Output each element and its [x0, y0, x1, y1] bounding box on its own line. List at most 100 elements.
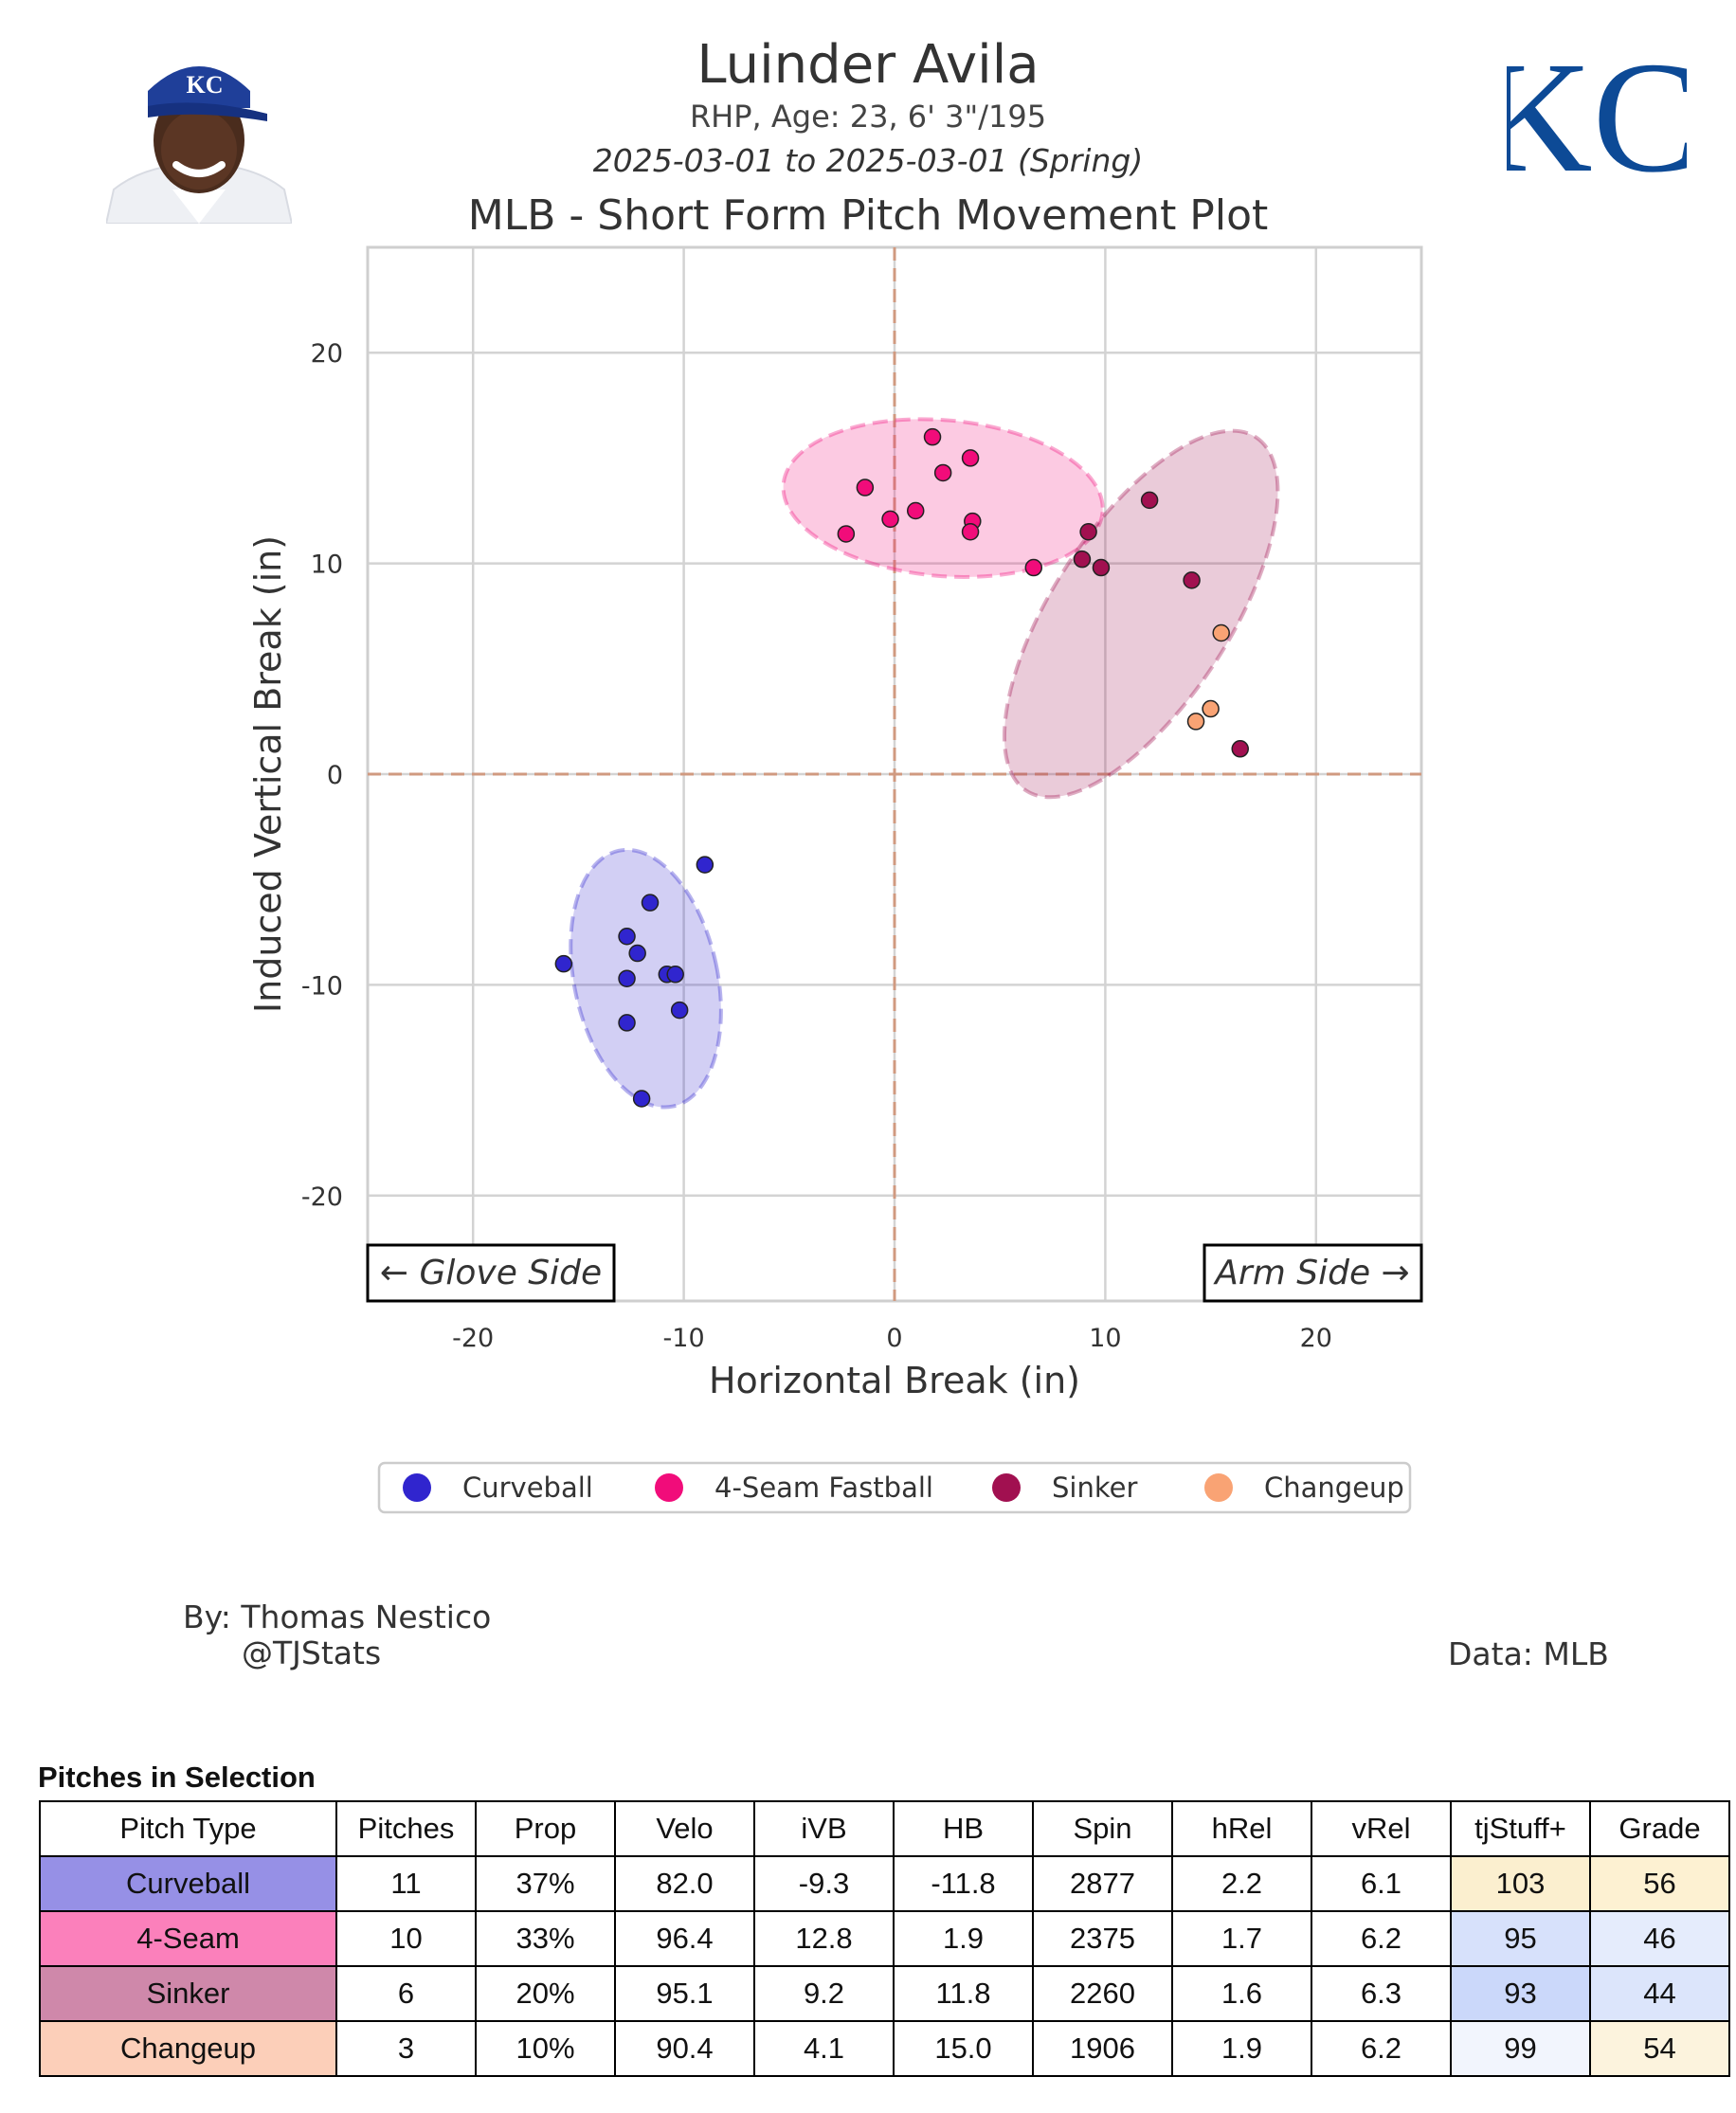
legend-marker-changeup [1204, 1473, 1233, 1502]
y-tick-label: 0 [327, 761, 343, 790]
author-name: By: Thomas Nestico [183, 1598, 492, 1635]
y-tick-label: -20 [301, 1183, 343, 1212]
x-tick-label: 10 [1089, 1324, 1121, 1353]
pitch-summary-table: Pitch Type Pitches Prop Velo iVB HB Spin hRel vR… [39, 1800, 1730, 2077]
legend-marker-4-seam-fastball [655, 1473, 683, 1502]
team-logo: KC [1507, 45, 1687, 206]
author-credit: By: Thomas Nestico @TJStats [183, 1599, 491, 1671]
table-cell: 12.8 [753, 1910, 895, 1967]
point-curveball [632, 1090, 651, 1108]
y-axis-label: Induced Vertical Break (in) [247, 535, 289, 1013]
table-cell: 1.9 [1171, 2020, 1312, 2077]
point-4-seam-fastball [1024, 558, 1043, 577]
y-tick-label: 20 [311, 339, 343, 369]
table-cell: 10 [335, 1910, 477, 1967]
plot-title: MLB - Short Form Pitch Movement Plot [467, 191, 1269, 240]
point-4-seam-fastball [906, 501, 925, 520]
y-tick-label: 10 [311, 551, 343, 580]
point-curveball [696, 856, 714, 874]
glove-side-box [366, 1243, 616, 1303]
table-cell: 96.4 [614, 1910, 755, 1967]
x-tick-label: -10 [663, 1324, 705, 1353]
player-headshot-image: KC [106, 66, 292, 224]
ellipse-4-seam-fastball [781, 417, 1105, 579]
arm-side-box [1203, 1243, 1423, 1303]
ellipse-curveball [569, 847, 723, 1110]
table-row: 4-Seam 10 33% 96.4 12.8 1.9 2375 1.7 6.2 95 46 [39, 1910, 1730, 1967]
pitch-movement-chart: -20 -10 0 10 20 20 10 0 -10 -20 Horizontal Break (… [247, 245, 1423, 1514]
table-row: Sinker 6 20% 95.1 9.2 11.8 2260 1.6 6.3 93 44 [39, 1965, 1730, 2022]
table-cell: 82.0 [614, 1855, 755, 1912]
table-cell: 99 [1450, 2020, 1591, 2077]
legend-label: Changeup [1264, 1472, 1404, 1504]
y-tick-label: -10 [301, 971, 343, 1001]
point-curveball [666, 966, 684, 984]
table-cell: 6.2 [1311, 2020, 1452, 2077]
table-row: Changeup 3 10% 90.4 4.1 15.0 1906 1.9 6.2 99 54 [39, 2020, 1730, 2077]
point-4-seam-fastball [961, 522, 980, 541]
point-4-seam-fastball [856, 479, 875, 497]
table-cell: Curveball [39, 1855, 337, 1912]
table-cell: 1.6 [1171, 1965, 1312, 2022]
point-4-seam-fastball [837, 525, 856, 543]
table-cell: 93 [1450, 1965, 1591, 2022]
point-curveball [618, 1014, 636, 1032]
table-cell: 9.2 [753, 1965, 895, 2022]
table-cell: 33% [475, 1910, 616, 1967]
table-cell: 15.0 [893, 2020, 1034, 2077]
table-cell: 2.2 [1171, 1855, 1312, 1912]
legend-marker-curveball [403, 1473, 431, 1502]
table-header-row: Pitch Type Pitches Prop Velo iVB HB Spin hRel vR… [39, 1800, 1730, 1857]
column-header: Pitches [335, 1800, 477, 1857]
point-curveball [618, 969, 636, 987]
column-header: Prop [475, 1800, 616, 1857]
table-cell: 11.8 [893, 1965, 1034, 2022]
legend-label: Sinker [1052, 1472, 1137, 1504]
legend-box [377, 1461, 1412, 1514]
table-cell: 11 [335, 1855, 477, 1912]
table-cell: 54 [1589, 2020, 1730, 2077]
table-cell: Changeup [39, 2020, 337, 2077]
point-sinker [1140, 491, 1159, 510]
table-cell: 103 [1450, 1855, 1591, 1912]
table-cell: 3 [335, 2020, 477, 2077]
column-header: vRel [1311, 1800, 1452, 1857]
table-cell: 44 [1589, 1965, 1730, 2022]
point-changeup [1186, 713, 1205, 731]
point-4-seam-fastball [881, 510, 899, 529]
point-sinker [1231, 740, 1249, 758]
author-handle: @TJStats [242, 1634, 382, 1671]
legend-marker-sinker [992, 1473, 1021, 1502]
column-header: HB [893, 1800, 1034, 1857]
point-4-seam-fastball [961, 449, 980, 467]
table-cell: 95.1 [614, 1965, 755, 2022]
point-changeup [1212, 623, 1230, 642]
legend-label: 4-Seam Fastball [714, 1472, 933, 1504]
point-sinker [1079, 522, 1097, 541]
point-4-seam-fastball [933, 463, 952, 482]
table-row: Curveball 11 37% 82.0 -9.3 -11.8 2877 2.2 6.1 103… [39, 1855, 1730, 1912]
table-cell: 6.3 [1311, 1965, 1452, 2022]
table-cell: 4.1 [753, 2020, 895, 2077]
column-header: iVB [753, 1800, 895, 1857]
date-range: 2025-03-01 to 2025-03-01 (Spring) [592, 142, 1144, 179]
ellipse-sinker [1002, 428, 1280, 800]
table-cell: 6.1 [1311, 1855, 1452, 1912]
table-cell: 2877 [1032, 1855, 1173, 1912]
point-curveball [628, 944, 646, 963]
table-cell: -11.8 [893, 1855, 1034, 1912]
x-tick-label: 20 [1300, 1324, 1332, 1353]
point-changeup [1202, 699, 1220, 718]
table-cell: 1.7 [1171, 1910, 1312, 1967]
point-4-seam-fastball [923, 427, 942, 446]
table-cell: Sinker [39, 1965, 337, 2022]
x-tick-label: 0 [886, 1324, 902, 1353]
table-cell: 4-Seam [39, 1910, 337, 1967]
column-header: Pitch Type [39, 1800, 337, 1857]
table-cell: 90.4 [614, 2020, 755, 2077]
table-cell: 1.9 [893, 1910, 1034, 1967]
table-title: Pitches in Selection [38, 1761, 316, 1794]
point-sinker [1092, 558, 1111, 577]
point-curveball [641, 894, 660, 912]
data-source: Data: MLB [1448, 1635, 1609, 1672]
